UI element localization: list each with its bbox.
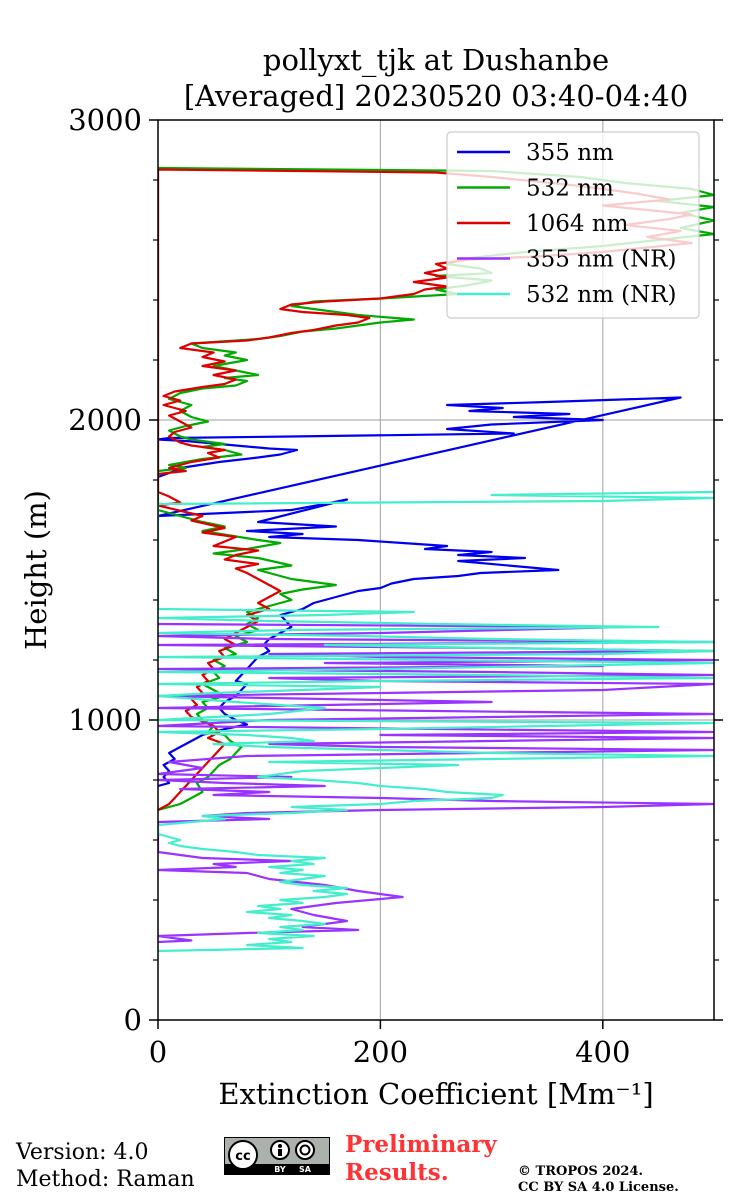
copyright-notice: © TROPOS 2024. CC BY SA 4.0 License. <box>518 1164 679 1196</box>
legend-label: 532 nm (NR) <box>526 282 677 308</box>
y-tick-label: 1000 <box>68 703 142 737</box>
series-line-355-nm <box>158 396 682 788</box>
x-tick-label: 0 <box>149 1035 167 1069</box>
extinction-profile-chart: 0 200 400 0 1000 2000 3000 Extinction Coeffici… <box>19 103 723 1111</box>
x-tick-label: 400 <box>575 1035 630 1069</box>
legend[interactable]: 355 nm 532 nm 1064 nm 355 nm (NR) 532 nm (NR… <box>446 131 700 319</box>
sa-icon <box>295 1140 315 1160</box>
copyright-line1: © TROPOS 2024. <box>518 1164 644 1179</box>
series-line-532-nm-nr- <box>158 490 714 953</box>
plot-frame <box>157 119 715 1021</box>
preliminary-line1: Preliminary <box>345 1131 497 1158</box>
version-text: Version: 4.0 <box>16 1140 149 1165</box>
cc-license-badge: cc BY SA <box>224 1137 330 1175</box>
chart-title-line1: pollyxt_tjk at Dushanbe <box>262 43 610 77</box>
chart-title-line2: [Averaged] 20230520 03:40-04:40 <box>183 79 689 113</box>
series-line-355-nm-nr- <box>158 622 714 944</box>
cc-icon <box>228 1140 258 1170</box>
legend-label: 1064 nm <box>526 211 629 237</box>
cc-badge-text: cc <box>235 1149 250 1164</box>
x-axis-label: Extinction Coefficient [Mm⁻¹] <box>218 1077 653 1111</box>
method-text: Method: Raman <box>16 1167 195 1192</box>
y-axis-label: Height (m) <box>19 490 53 650</box>
y-tick-label: 3000 <box>68 103 142 137</box>
y-tick-label: 2000 <box>68 403 142 437</box>
legend-box <box>446 131 700 319</box>
legend-label: 355 nm (NR) <box>526 247 677 273</box>
by-label: BY <box>274 1165 286 1174</box>
sa-label: SA <box>299 1165 312 1174</box>
legend-label: 355 nm <box>526 140 614 166</box>
x-tick-label: 200 <box>353 1035 408 1069</box>
copyright-line2: CC BY SA 4.0 License. <box>518 1180 679 1195</box>
y-tick-label: 0 <box>124 1003 142 1037</box>
axis-ticks: 0 200 400 0 1000 2000 3000 <box>68 103 723 1069</box>
preliminary-line2: Results. <box>345 1159 449 1186</box>
preliminary-notice: Preliminary Results. <box>345 1131 497 1187</box>
grid <box>158 120 714 1020</box>
legend-label: 532 nm <box>526 176 614 202</box>
